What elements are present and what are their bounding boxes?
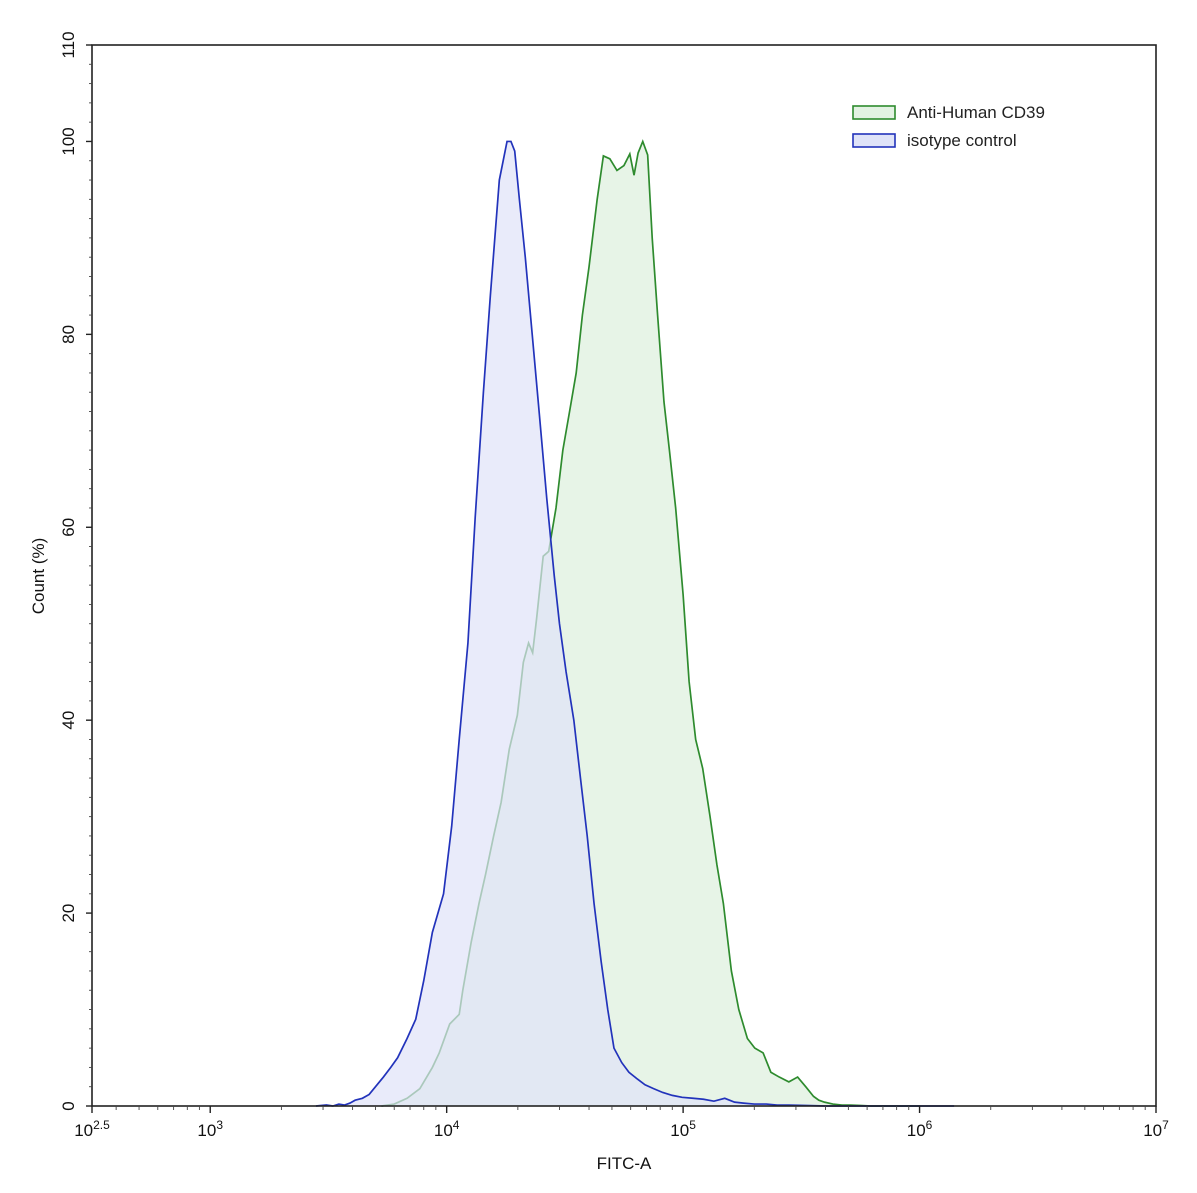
- plot-frame: [91, 44, 1157, 1107]
- y-tick-label: 60: [59, 518, 78, 537]
- x-tick-label: 102.5: [74, 1118, 110, 1140]
- x-tick-label: 106: [907, 1118, 933, 1140]
- legend: Anti-Human CD39 isotype control: [852, 103, 1045, 150]
- y-axis-title: Count (%): [29, 538, 48, 615]
- y-axis-ticks: 0 20 40 60 80 100 110: [59, 31, 92, 1111]
- y-tick-label: 40: [59, 711, 78, 730]
- x-tick-label: 105: [670, 1118, 696, 1140]
- x-tick-label: 107: [1143, 1118, 1169, 1140]
- legend-swatch: [852, 105, 896, 120]
- y-tick-label: 20: [59, 904, 78, 923]
- legend-label: Anti-Human CD39: [907, 103, 1045, 122]
- legend-swatch: [852, 133, 896, 148]
- series-line-isotype-control: [315, 140, 955, 1107]
- x-tick-label: 103: [197, 1118, 223, 1140]
- series-area-isotype-control: [315, 141, 955, 1106]
- x-axis-title: FITC-A: [597, 1154, 652, 1173]
- y-tick-label: 110: [59, 31, 78, 58]
- x-axis-ticks: 102.5 103 104 105 106 107: [74, 1106, 1169, 1140]
- legend-label: isotype control: [907, 131, 1017, 150]
- y-tick-label: 0: [59, 1101, 78, 1110]
- series-layer: [315, 139, 955, 1107]
- x-tick-label: 104: [434, 1118, 460, 1140]
- y-tick-label: 80: [59, 325, 78, 344]
- y-tick-label: 100: [59, 127, 78, 155]
